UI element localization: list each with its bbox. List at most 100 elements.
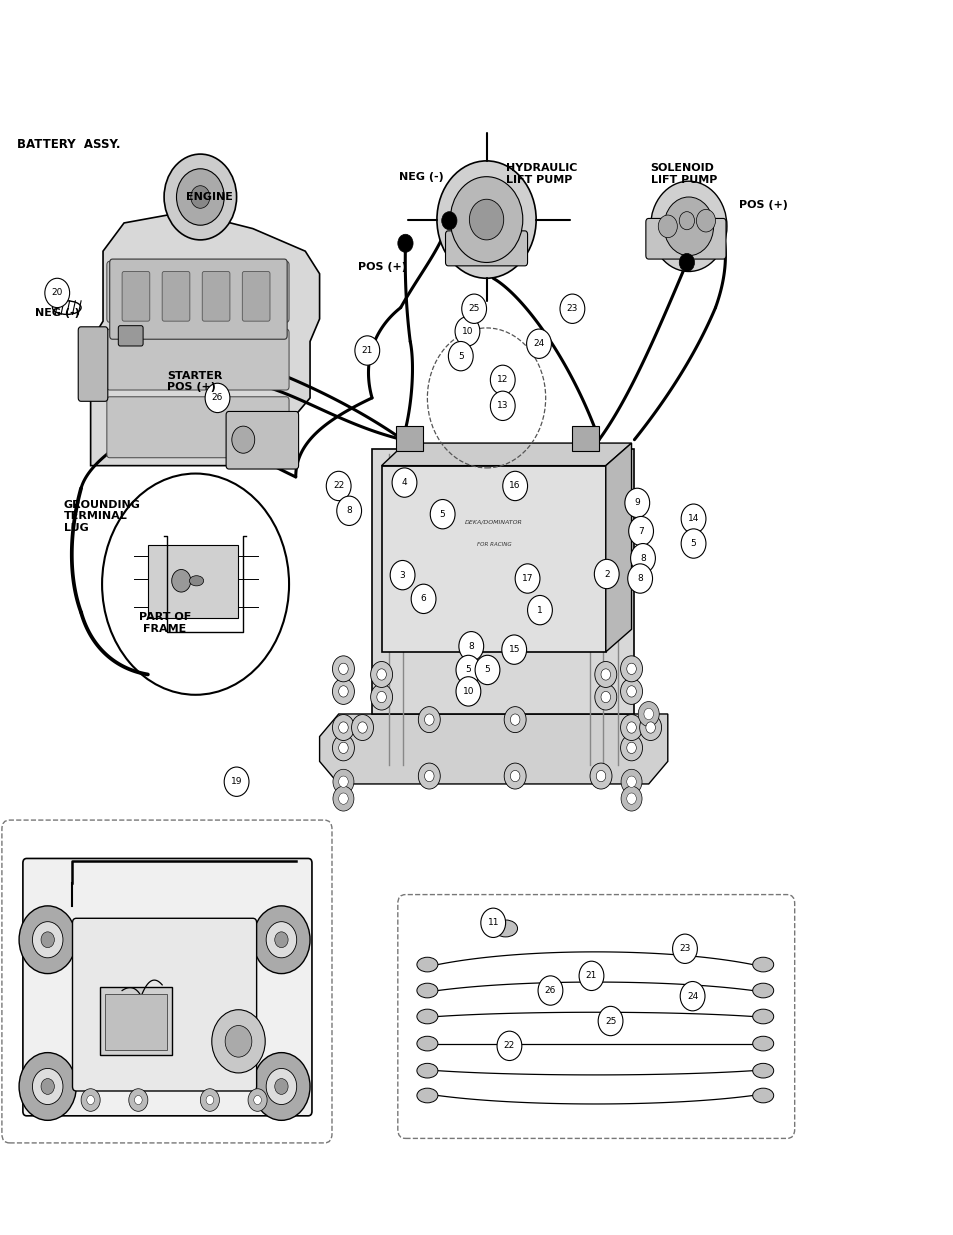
Text: 5: 5 xyxy=(457,352,463,361)
Circle shape xyxy=(370,684,393,710)
Circle shape xyxy=(680,504,705,534)
Ellipse shape xyxy=(752,1063,773,1078)
Text: 10: 10 xyxy=(462,687,474,695)
Circle shape xyxy=(480,908,505,937)
Ellipse shape xyxy=(416,957,437,972)
Text: 22: 22 xyxy=(333,482,344,490)
Text: PART OF
FRAME: PART OF FRAME xyxy=(139,613,191,634)
Circle shape xyxy=(424,771,434,782)
Text: 21: 21 xyxy=(585,972,597,981)
Circle shape xyxy=(332,656,354,682)
Text: 23: 23 xyxy=(679,945,690,953)
Circle shape xyxy=(333,769,354,794)
Circle shape xyxy=(430,499,455,529)
Circle shape xyxy=(600,692,610,703)
Circle shape xyxy=(376,669,386,680)
Circle shape xyxy=(411,584,436,614)
Text: PAGE 44 — SP-6000 SERIES SAWS  — PARTS MANUAL — REV. #0 (03/22/06): PAGE 44 — SP-6000 SERIES SAWS — PARTS MA… xyxy=(186,1204,767,1219)
Text: 9: 9 xyxy=(634,499,639,508)
Circle shape xyxy=(176,169,224,225)
Circle shape xyxy=(332,715,354,741)
Circle shape xyxy=(32,921,63,958)
Circle shape xyxy=(638,701,659,726)
Circle shape xyxy=(332,678,354,704)
Circle shape xyxy=(626,742,636,753)
FancyBboxPatch shape xyxy=(72,919,256,1091)
Polygon shape xyxy=(605,443,631,652)
Text: 2: 2 xyxy=(603,569,609,578)
Text: 13: 13 xyxy=(497,401,508,410)
Text: 23: 23 xyxy=(566,304,578,314)
Text: 12: 12 xyxy=(497,375,508,384)
Circle shape xyxy=(355,336,379,366)
Circle shape xyxy=(510,714,519,725)
Circle shape xyxy=(620,678,642,704)
Circle shape xyxy=(266,921,296,958)
Text: 17: 17 xyxy=(521,574,533,583)
Polygon shape xyxy=(91,211,319,466)
Circle shape xyxy=(81,1089,100,1112)
Circle shape xyxy=(225,1025,252,1057)
Circle shape xyxy=(502,472,527,500)
Ellipse shape xyxy=(416,1088,437,1103)
Circle shape xyxy=(497,1031,521,1061)
Text: POS (+): POS (+) xyxy=(357,263,406,273)
Text: NEG (-): NEG (-) xyxy=(398,172,443,182)
Text: DEKA/DOMINATOR: DEKA/DOMINATOR xyxy=(465,520,522,525)
Circle shape xyxy=(336,496,361,525)
Ellipse shape xyxy=(494,920,517,937)
Text: 20: 20 xyxy=(51,289,63,298)
Circle shape xyxy=(630,543,655,573)
Ellipse shape xyxy=(416,983,437,998)
FancyBboxPatch shape xyxy=(202,272,230,321)
Circle shape xyxy=(129,1089,148,1112)
Text: POS (+): POS (+) xyxy=(739,200,787,210)
Circle shape xyxy=(357,722,367,734)
Circle shape xyxy=(589,763,612,789)
Text: 5: 5 xyxy=(439,510,445,519)
Circle shape xyxy=(390,561,415,590)
Circle shape xyxy=(658,215,677,237)
Circle shape xyxy=(458,631,483,661)
Text: STARTER
POS (+): STARTER POS (+) xyxy=(167,370,222,393)
Circle shape xyxy=(696,210,715,232)
Circle shape xyxy=(338,742,348,753)
Circle shape xyxy=(455,316,479,346)
Circle shape xyxy=(490,366,515,394)
Text: 11: 11 xyxy=(487,919,498,927)
FancyBboxPatch shape xyxy=(395,426,422,451)
Circle shape xyxy=(253,1095,261,1104)
Circle shape xyxy=(19,1052,76,1120)
Circle shape xyxy=(600,669,610,680)
Circle shape xyxy=(248,1089,267,1112)
Circle shape xyxy=(596,771,605,782)
Text: 8: 8 xyxy=(468,642,474,651)
Polygon shape xyxy=(381,466,605,652)
Text: 19: 19 xyxy=(231,777,242,787)
Text: 21: 21 xyxy=(361,346,373,354)
Circle shape xyxy=(624,488,649,517)
Circle shape xyxy=(679,211,694,230)
Circle shape xyxy=(628,516,653,546)
Circle shape xyxy=(578,961,603,990)
FancyBboxPatch shape xyxy=(118,326,143,346)
Text: 16: 16 xyxy=(509,482,520,490)
Circle shape xyxy=(191,185,210,209)
Text: 25: 25 xyxy=(604,1016,616,1025)
Ellipse shape xyxy=(416,1036,437,1051)
Circle shape xyxy=(679,982,704,1011)
Ellipse shape xyxy=(752,957,773,972)
Text: 8: 8 xyxy=(639,553,645,563)
Circle shape xyxy=(232,426,254,453)
Text: 5: 5 xyxy=(465,666,471,674)
Circle shape xyxy=(134,1095,142,1104)
Text: 1: 1 xyxy=(537,605,542,615)
Polygon shape xyxy=(372,448,634,714)
Circle shape xyxy=(338,776,348,788)
Circle shape xyxy=(338,793,348,804)
Circle shape xyxy=(41,932,54,947)
Text: 10: 10 xyxy=(461,327,473,336)
Circle shape xyxy=(200,1089,219,1112)
Circle shape xyxy=(41,1078,54,1094)
Text: 22: 22 xyxy=(503,1041,515,1050)
